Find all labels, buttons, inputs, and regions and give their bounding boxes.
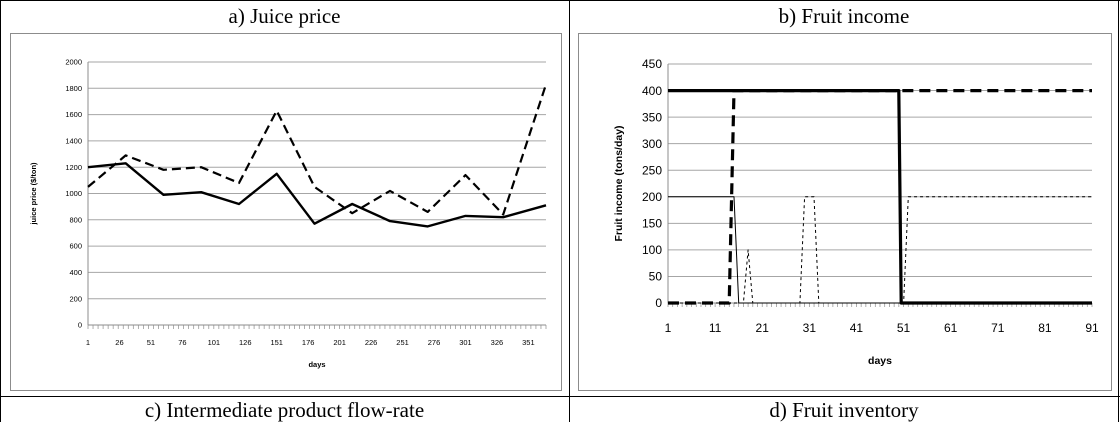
table-border-left	[0, 0, 1, 422]
x-tick-label-51: 51	[897, 321, 911, 335]
y-tick-label-1200: 1200	[65, 163, 82, 172]
x-tick-label-326: 326	[491, 338, 504, 347]
y-tick-label-0: 0	[78, 321, 82, 330]
series-line-thin-dashed	[668, 196, 1092, 304]
x-tick-label-151: 151	[270, 338, 283, 347]
x-tick-label-1: 1	[665, 321, 672, 335]
table-border-top	[0, 0, 1120, 1]
table-border-middle	[569, 0, 570, 422]
y-tick-label-100: 100	[642, 243, 662, 257]
table-border-row	[0, 396, 1120, 397]
x-tick-label-51: 51	[147, 338, 155, 347]
x-tick-label-176: 176	[302, 338, 315, 347]
y-tick-label-200: 200	[642, 190, 662, 204]
y-tick-label-800: 800	[69, 215, 82, 224]
x-tick-label-71: 71	[991, 321, 1005, 335]
x-tick-label-61: 61	[944, 321, 958, 335]
x-tick-label-101: 101	[208, 338, 221, 347]
y-tick-label-0: 0	[655, 296, 662, 310]
series-line-solid	[87, 162, 547, 228]
panel-b-title: b) Fruit income	[778, 4, 910, 28]
y-tick-label-150: 150	[642, 217, 662, 231]
y-tick-label-1600: 1600	[65, 110, 82, 119]
x-tick-label-1: 1	[86, 338, 90, 347]
x-tick-label-41: 41	[850, 321, 864, 335]
x-tick-label-276: 276	[428, 338, 441, 347]
panel-d-title: d) Fruit inventory	[769, 398, 919, 422]
x-tick-label-226: 226	[365, 338, 378, 347]
y-axis-label: juice price ($/ton)	[29, 162, 38, 226]
x-tick-label-351: 351	[522, 338, 535, 347]
y-tick-label-50: 50	[649, 270, 663, 284]
series-line-thin-solid	[668, 196, 1092, 304]
x-tick-label-21: 21	[756, 321, 770, 335]
y-tick-label-2000: 2000	[65, 58, 82, 67]
y-tick-label-400: 400	[642, 84, 662, 98]
x-tick-label-11: 11	[709, 321, 722, 335]
table-border-right	[1118, 0, 1119, 422]
x-tick-label-201: 201	[333, 338, 346, 347]
x-tick-label-251: 251	[396, 338, 409, 347]
x-tick-label-31: 31	[803, 321, 817, 335]
y-tick-label-450: 450	[642, 57, 662, 71]
panel-a-title: a) Juice price	[228, 4, 341, 28]
y-tick-label-350: 350	[642, 110, 662, 124]
chart-a-frame	[10, 33, 562, 391]
chart-b-frame	[578, 33, 1112, 391]
y-tick-label-1800: 1800	[65, 84, 82, 93]
panel-c-title: c) Intermediate product flow-rate	[144, 398, 425, 422]
y-tick-label-250: 250	[642, 163, 662, 177]
y-axis-label: Fruit income (tons/day)	[613, 125, 625, 241]
y-tick-label-400: 400	[69, 268, 82, 277]
y-tick-label-1400: 1400	[65, 137, 82, 146]
x-axis-label: days	[308, 360, 325, 369]
y-tick-label-200: 200	[69, 294, 82, 303]
x-tick-label-81: 81	[1038, 321, 1052, 335]
x-tick-label-91: 91	[1085, 321, 1099, 335]
series-line-dashed	[87, 84, 548, 216]
x-axis-label: days	[868, 355, 892, 367]
x-tick-label-126: 126	[239, 338, 252, 347]
y-tick-label-300: 300	[642, 137, 662, 151]
y-tick-label-600: 600	[69, 242, 82, 251]
x-tick-label-26: 26	[115, 338, 123, 347]
y-tick-label-1000: 1000	[65, 189, 82, 198]
x-tick-label-76: 76	[178, 338, 186, 347]
series-line-thick-dashed	[668, 88, 1092, 305]
x-tick-label-301: 301	[459, 338, 472, 347]
